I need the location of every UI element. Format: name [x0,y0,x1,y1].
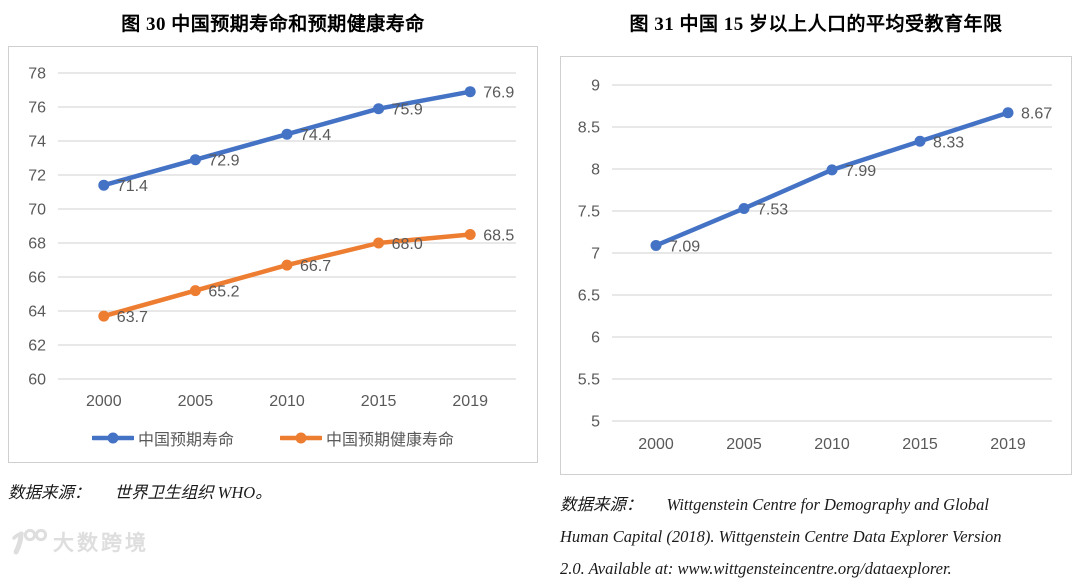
svg-text:8.67: 8.67 [1021,106,1052,123]
svg-text:74: 74 [28,134,46,151]
svg-text:2005: 2005 [178,393,214,410]
svg-text:72.9: 72.9 [208,153,239,170]
svg-text:5: 5 [591,414,600,431]
figure-30-legend: 中国预期寿命 中国预期健康寿命 [14,426,532,450]
svg-text:7.99: 7.99 [845,163,876,180]
svg-text:6.5: 6.5 [578,288,600,305]
svg-text:8.33: 8.33 [933,134,964,151]
svg-text:65.2: 65.2 [208,284,239,301]
svg-text:68.0: 68.0 [392,236,423,253]
svg-text:66: 66 [28,270,46,287]
svg-text:6: 6 [591,330,600,347]
svg-text:2015: 2015 [902,436,938,453]
svg-text:2005: 2005 [726,436,762,453]
figure-30-title: 图 30 中国预期寿命和预期健康寿命 [121,14,425,35]
svg-text:78: 78 [28,66,46,83]
source-line: 数据来源： Wittgenstein Centre for Demography … [560,489,1072,521]
watermark-text: 大数跨境 [53,532,149,555]
legend-item-healthy-life-expectancy: 中国预期健康寿命 [280,426,454,450]
svg-text:2019: 2019 [452,393,488,410]
svg-text:2010: 2010 [269,393,305,410]
legend-label-healthy-life-expectancy: 中国预期健康寿命 [326,432,455,449]
svg-text:60: 60 [28,372,46,389]
svg-text:2010: 2010 [814,436,850,453]
svg-text:2015: 2015 [361,393,397,410]
figure-31-panel: 9 8.5 8 7.5 7 6.5 6 5.5 5 2000 2005 2010 2015 2019 7.0… [560,56,1072,475]
source-text-line-1: Wittgenstein Centre for Demography and G… [666,495,989,514]
education-years-chart: 9 8.5 8 7.5 7 6.5 6 5.5 5 2000 2005 2010 2015 2019 7.0… [578,78,1052,454]
svg-text:75.9: 75.9 [392,102,423,119]
figure-30-source: 数据来源： 世界卫生组织 WHO。 [8,477,538,509]
svg-text:64: 64 [28,304,46,321]
source-text: 世界卫生组织 WHO。 [114,483,272,502]
source-text-line-2: Human Capital (2018). Wittgenstein Centr… [560,527,1002,547]
svg-text:2000: 2000 [86,393,122,410]
svg-text:76: 76 [28,100,46,117]
svg-text:7: 7 [591,246,600,263]
svg-text:63.7: 63.7 [117,309,148,326]
svg-text:2019: 2019 [990,436,1026,453]
svg-text:8: 8 [591,162,600,179]
watermark: 大数跨境 [12,527,149,557]
svg-text:2000: 2000 [638,436,674,453]
svg-text:66.7: 66.7 [300,258,331,275]
svg-text:8.5: 8.5 [578,120,600,137]
life-expectancy-chart: 78 76 74 72 70 68 66 64 62 60 2000 2005 2010 2015 2019… [28,66,516,410]
svg-text:74.4: 74.4 [300,127,331,144]
legend-item-life-expectancy: 中国预期寿命 [91,426,234,450]
svg-text:68.5: 68.5 [483,228,514,245]
figure-31-title: 图 31 中国 15 岁以上人口的平均受教育年限 [629,14,1003,35]
brand-100-logo-icon [12,528,48,555]
figure-31-source: 数据来源： Wittgenstein Centre for Demography … [560,489,1072,586]
svg-text:72: 72 [28,168,46,185]
svg-text:7.09: 7.09 [669,238,700,255]
source-text-line-3: 2.0. Available at: www.wittgensteincentr… [560,559,952,579]
svg-text:76.9: 76.9 [483,85,514,102]
source-prefix: 数据来源： [8,483,91,502]
figure-31-section: 图 31 中国 15 岁以上人口的平均受教育年限 9 8.5 8 7.5 7 6.5 6 5.… [560,0,1072,586]
legend-swatch-blue-line-icon [91,432,134,444]
svg-text:5.5: 5.5 [578,372,600,389]
svg-text:62: 62 [28,338,46,355]
legend-label-life-expectancy: 中国预期寿命 [137,432,234,449]
svg-text:70: 70 [28,202,46,219]
svg-text:7.5: 7.5 [578,204,600,221]
svg-text:9: 9 [591,78,600,95]
svg-text:68: 68 [28,236,46,253]
legend-swatch-orange-line-icon [280,432,322,444]
svg-text:71.4: 71.4 [117,178,148,195]
source-prefix: 数据来源： [560,495,643,514]
svg-text:7.53: 7.53 [757,201,788,218]
figure-30-section: 图 30 中国预期寿命和预期健康寿命 78 76 74 72 70 68 66 64 62 60 2… [8,0,538,586]
figure-30-panel: 78 76 74 72 70 68 66 64 62 60 2000 2005 2010 2015 2019… [8,46,538,463]
